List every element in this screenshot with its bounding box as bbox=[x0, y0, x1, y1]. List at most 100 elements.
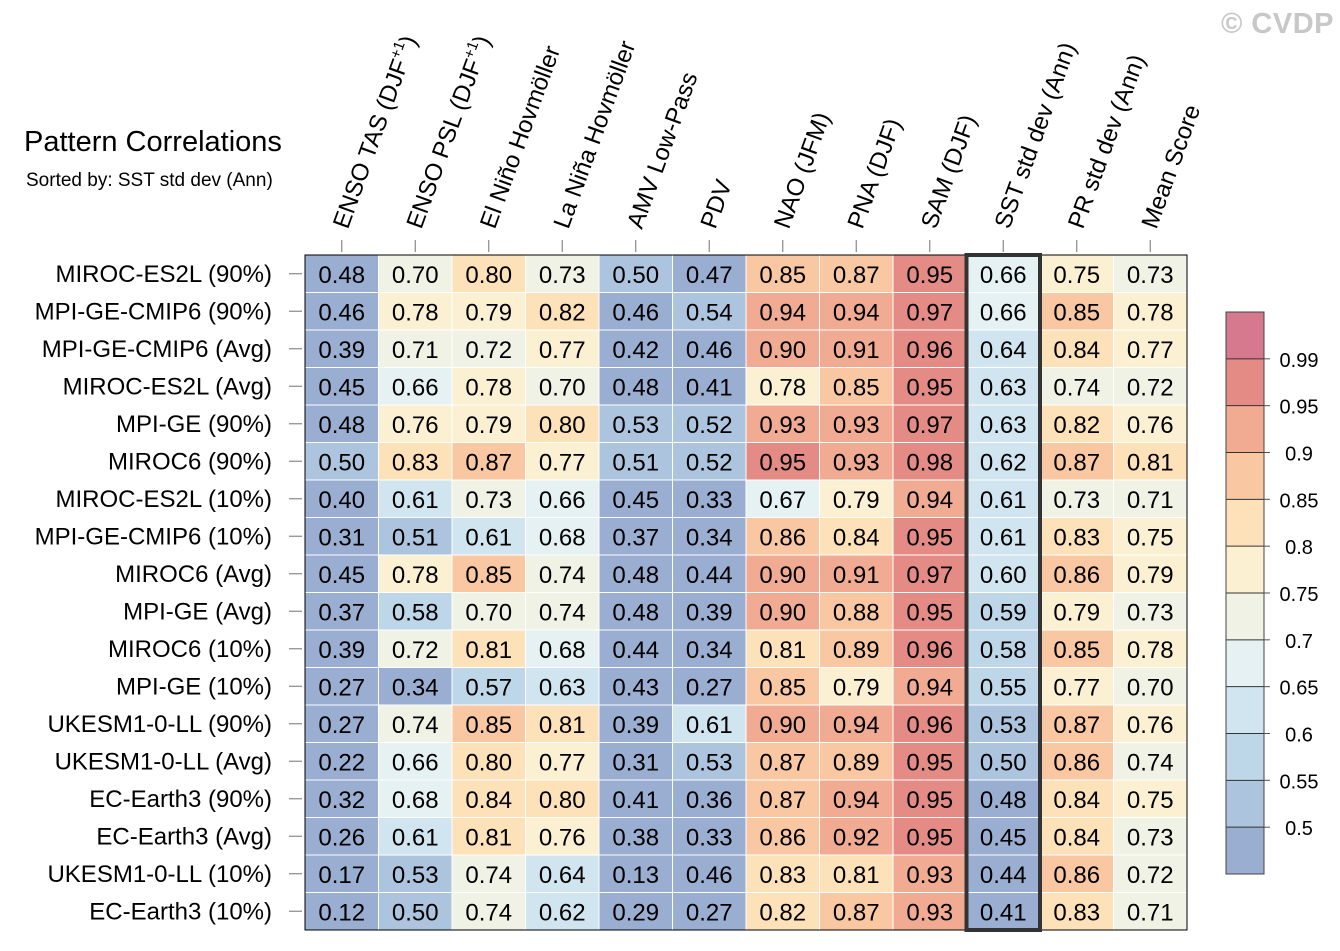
cell-value-label: 0.73 bbox=[1127, 599, 1174, 626]
column-label: El Niño Hovmöller bbox=[475, 42, 566, 232]
row-label: MPI-GE-CMIP6 (90%) bbox=[35, 298, 272, 325]
heatmap-cell bbox=[598, 442, 673, 481]
row-label: EC-Earth3 (90%) bbox=[89, 786, 272, 813]
cell-value-label: 0.83 bbox=[1053, 524, 1100, 551]
row-label: MIROC-ES2L (90%) bbox=[56, 261, 273, 288]
row-label: EC-Earth3 (Avg) bbox=[96, 823, 272, 850]
heatmap-cell bbox=[525, 554, 600, 593]
cell-value-label: 0.55 bbox=[980, 674, 1027, 701]
cell-value-label: 0.96 bbox=[906, 637, 953, 664]
cell-value-label: 0.51 bbox=[612, 449, 659, 476]
colorbar-tick-label: 0.7 bbox=[1285, 631, 1313, 653]
cell-value-label: 0.27 bbox=[686, 899, 733, 926]
cell-value-label: 0.97 bbox=[906, 412, 953, 439]
heatmap-cell bbox=[672, 554, 747, 593]
heatmap-cell bbox=[451, 367, 526, 406]
heatmap-cell bbox=[378, 479, 453, 518]
colorbar-segment bbox=[1226, 639, 1264, 687]
heatmap-cell bbox=[892, 329, 967, 368]
cell-value-label: 0.73 bbox=[465, 487, 512, 514]
heatmap-cell bbox=[1113, 854, 1188, 893]
cell-value-label: 0.76 bbox=[1127, 412, 1174, 439]
cell-value-label: 0.64 bbox=[980, 337, 1027, 364]
heatmap-cell bbox=[966, 779, 1041, 818]
cell-value-label: 0.95 bbox=[906, 599, 953, 626]
heatmap-cell bbox=[1039, 892, 1114, 931]
cell-value-label: 0.89 bbox=[833, 749, 880, 776]
cell-value-label: 0.74 bbox=[539, 599, 586, 626]
heatmap-cell bbox=[1113, 629, 1188, 668]
cell-value-label: 0.48 bbox=[612, 599, 659, 626]
cell-value-label: 0.75 bbox=[1053, 262, 1100, 289]
heatmap-cell bbox=[672, 892, 747, 931]
cell-value-label: 0.88 bbox=[833, 599, 880, 626]
cell-value-label: 0.79 bbox=[833, 674, 880, 701]
heatmap-cell bbox=[1039, 254, 1114, 293]
cell-value-label: 0.95 bbox=[906, 524, 953, 551]
cell-value-label: 0.48 bbox=[318, 262, 365, 289]
cell-value-label: 0.31 bbox=[318, 524, 365, 551]
cell-value-label: 0.68 bbox=[539, 524, 586, 551]
cell-value-label: 0.80 bbox=[539, 787, 586, 814]
heatmap-cell bbox=[892, 592, 967, 631]
cell-value-label: 0.67 bbox=[759, 487, 806, 514]
heatmap-cell bbox=[1039, 817, 1114, 856]
heatmap-cell bbox=[745, 667, 820, 706]
cell-value-label: 0.77 bbox=[539, 449, 586, 476]
cell-value-label: 0.61 bbox=[392, 824, 439, 851]
heatmap-cell bbox=[451, 779, 526, 818]
heatmap-cell bbox=[966, 892, 1041, 931]
cell-value-label: 0.98 bbox=[906, 449, 953, 476]
heatmap-cell bbox=[451, 704, 526, 743]
colorbar-segment bbox=[1226, 358, 1264, 406]
cell-value-label: 0.80 bbox=[465, 262, 512, 289]
heatmap-cell bbox=[378, 854, 453, 893]
heatmap-cell bbox=[672, 367, 747, 406]
heatmap-cell bbox=[892, 892, 967, 931]
cell-value-label: 0.79 bbox=[833, 487, 880, 514]
cell-value-label: 0.81 bbox=[539, 712, 586, 739]
cell-value-label: 0.61 bbox=[392, 487, 439, 514]
cell-value-label: 0.74 bbox=[465, 899, 512, 926]
cell-value-label: 0.79 bbox=[1053, 599, 1100, 626]
cell-value-label: 0.78 bbox=[1127, 637, 1174, 664]
column-label: PNA (DJF) bbox=[843, 115, 908, 232]
cell-value-label: 0.52 bbox=[686, 449, 733, 476]
heatmap-cell bbox=[304, 329, 379, 368]
cell-value-label: 0.95 bbox=[906, 749, 953, 776]
heatmap-cell bbox=[672, 292, 747, 331]
cell-value-label: 0.77 bbox=[539, 749, 586, 776]
cell-value-label: 0.47 bbox=[686, 262, 733, 289]
heatmap-cell bbox=[451, 854, 526, 893]
heatmap-cell bbox=[745, 442, 820, 481]
heatmap-cell bbox=[672, 742, 747, 781]
cell-value-label: 0.34 bbox=[392, 674, 439, 701]
heatmap-cell bbox=[966, 554, 1041, 593]
heatmap-cell bbox=[598, 292, 673, 331]
cell-value-label: 0.77 bbox=[539, 337, 586, 364]
heatmap-cell bbox=[892, 817, 967, 856]
cell-value-label: 0.50 bbox=[392, 899, 439, 926]
cell-value-label: 0.82 bbox=[1053, 412, 1100, 439]
cell-value-label: 0.70 bbox=[1127, 674, 1174, 701]
heatmap-cell bbox=[525, 817, 600, 856]
cell-value-label: 0.73 bbox=[539, 262, 586, 289]
cell-value-label: 0.27 bbox=[686, 674, 733, 701]
row-label: MIROC-ES2L (10%) bbox=[56, 486, 273, 513]
cell-value-label: 0.94 bbox=[759, 299, 806, 326]
cell-value-label: 0.97 bbox=[906, 299, 953, 326]
heatmap-cell bbox=[1113, 892, 1188, 931]
colorbar-segment bbox=[1226, 546, 1264, 593]
cell-value-label: 0.74 bbox=[1053, 374, 1100, 401]
cell-value-label: 0.80 bbox=[539, 412, 586, 439]
cell-value-label: 0.76 bbox=[539, 824, 586, 851]
cell-value-label: 0.87 bbox=[759, 749, 806, 776]
heatmap-cell bbox=[672, 667, 747, 706]
cell-value-label: 0.76 bbox=[392, 412, 439, 439]
cell-value-label: 0.74 bbox=[1127, 749, 1174, 776]
heatmap-cell bbox=[1113, 479, 1188, 518]
cell-value-label: 0.81 bbox=[759, 637, 806, 664]
cell-value-label: 0.50 bbox=[980, 749, 1027, 776]
heatmap-cell bbox=[1113, 742, 1188, 781]
cell-value-label: 0.96 bbox=[906, 712, 953, 739]
